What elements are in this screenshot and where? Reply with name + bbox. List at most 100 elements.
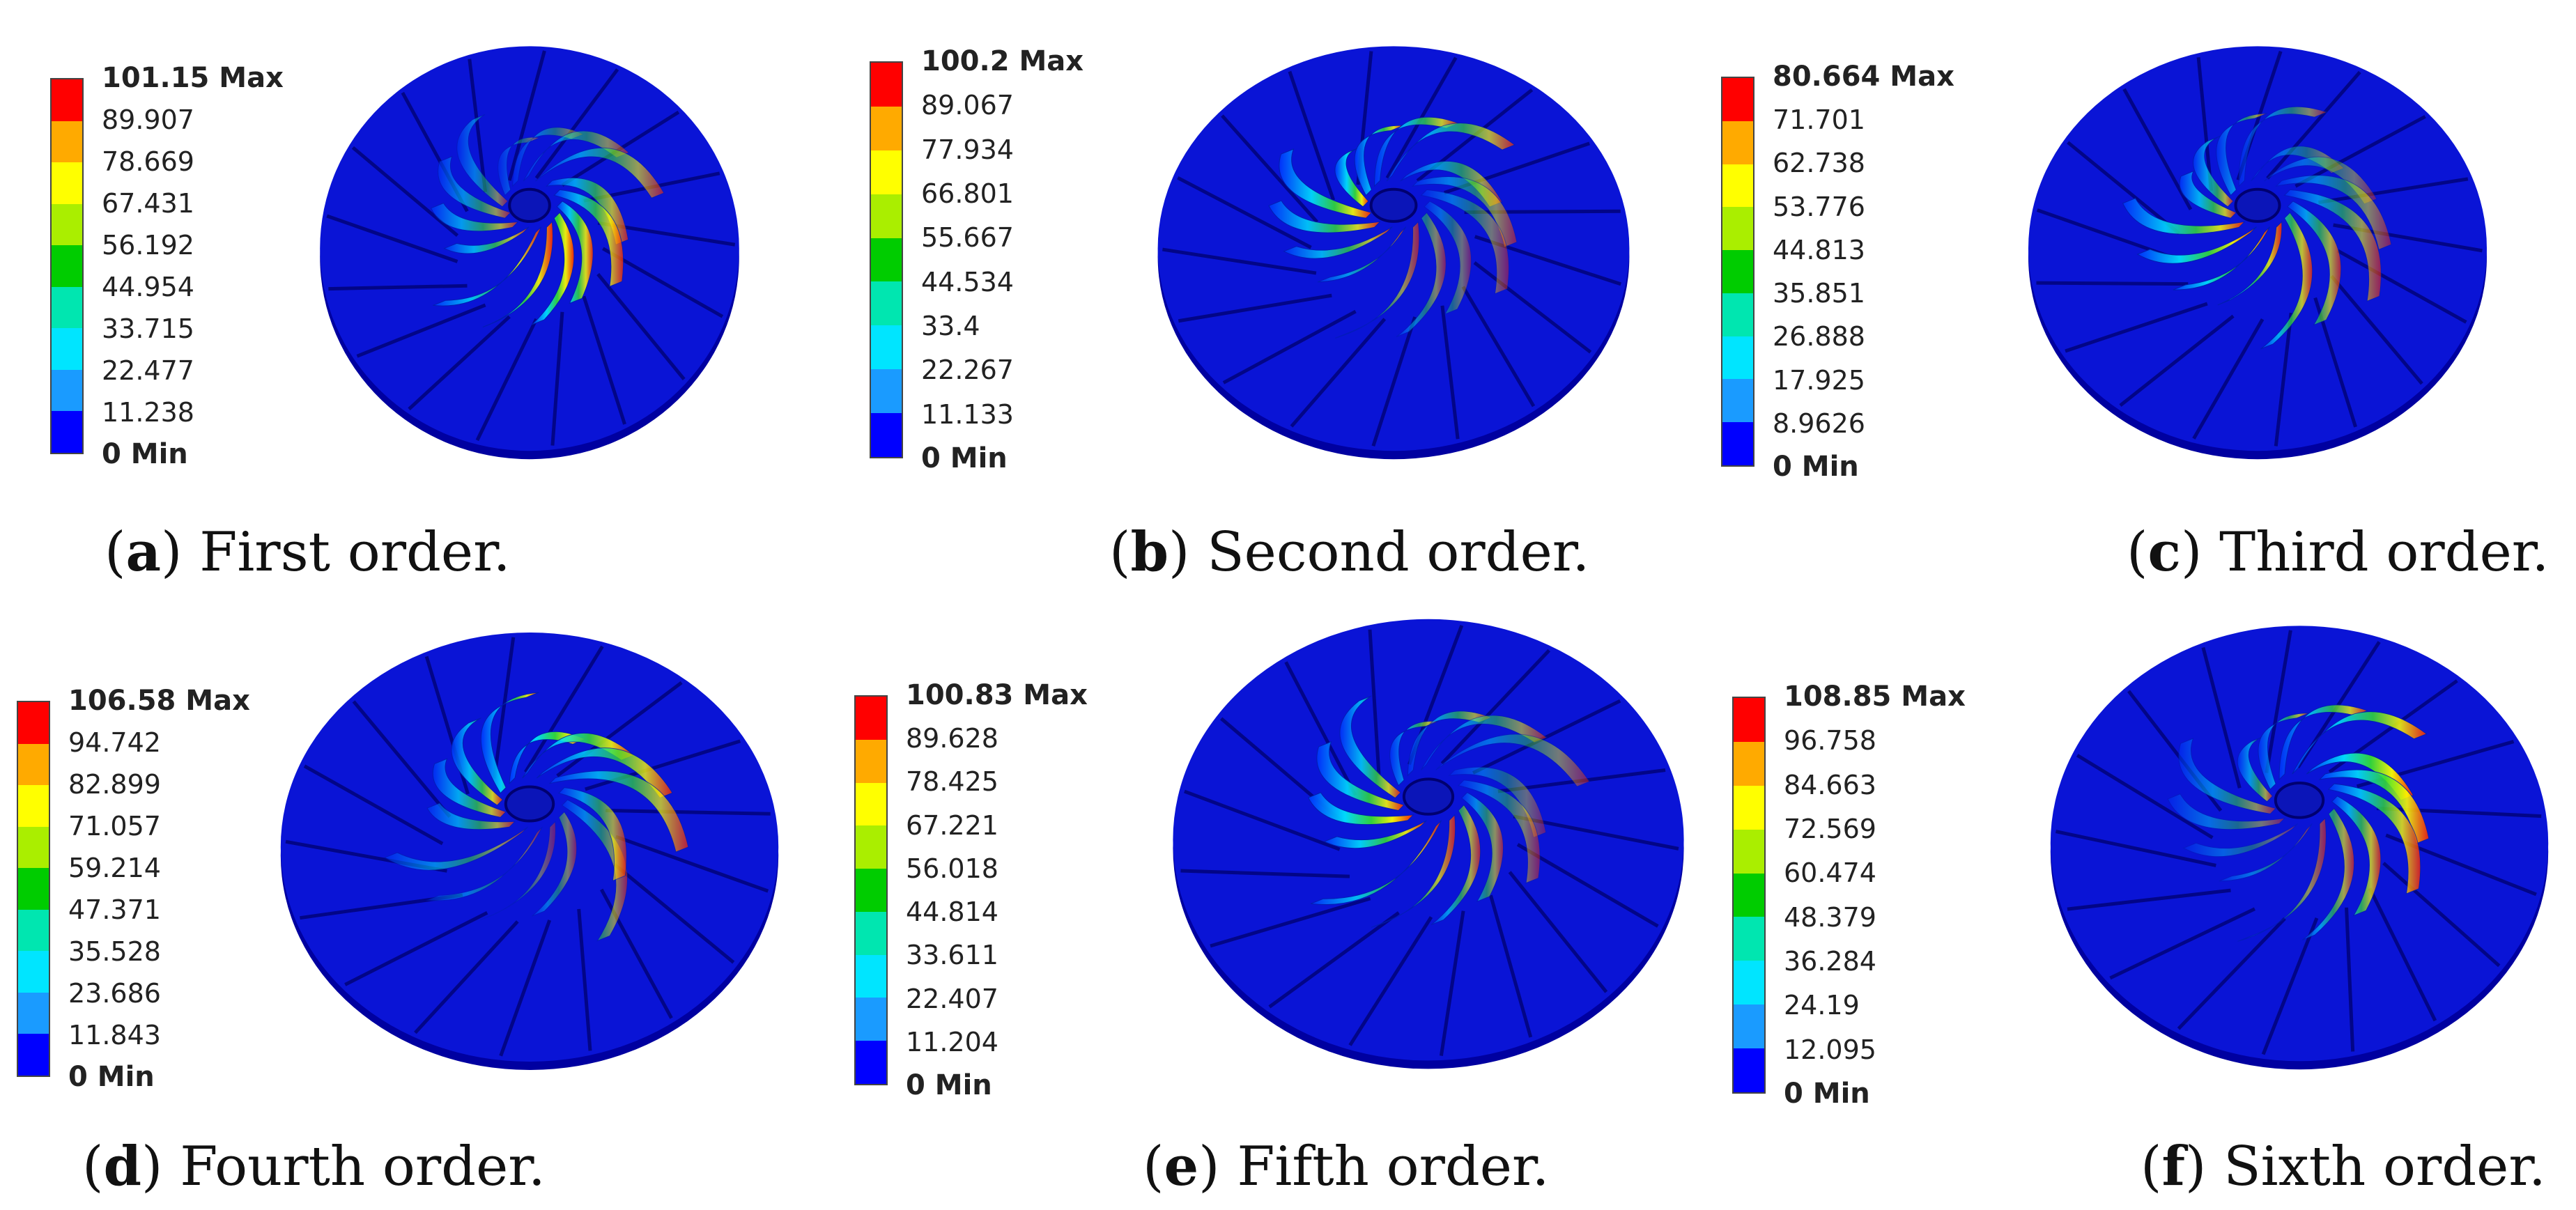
impeller-vane-shadow [2336, 249, 2467, 324]
color-bar [17, 701, 50, 1077]
impeller-vane-shadow [2201, 646, 2242, 789]
legend-min: 0 Min [1773, 451, 1859, 483]
impeller-blade [482, 221, 553, 328]
color-bar-segment [871, 150, 902, 194]
impeller-blade [2217, 221, 2283, 306]
legend-value: 53.776 [1773, 192, 1865, 222]
impeller-hub [2234, 187, 2281, 223]
impeller-vane-shadow [2067, 888, 2231, 911]
impeller-vane-shadow [550, 311, 564, 446]
impeller-vane-shadow [492, 637, 516, 779]
impeller-image [2028, 46, 2487, 460]
legend-max: 106.58 Max [68, 685, 250, 717]
color-bar-segment [1734, 698, 1764, 742]
legend-value: 66.801 [921, 178, 1014, 209]
impeller-blade [438, 155, 511, 219]
color-bar [50, 78, 84, 454]
impeller-vane-shadow [303, 764, 444, 846]
color-bar-segment [1734, 961, 1764, 1005]
legend-value: 8.9626 [1773, 408, 1865, 439]
legend-value: 89.067 [921, 90, 1014, 121]
color-bar-segment [856, 911, 886, 955]
color-bar-segment [856, 782, 886, 826]
impeller-blade [1424, 201, 1472, 316]
impeller-vane-shadow [1162, 247, 1317, 275]
impeller-blade [2292, 711, 2428, 775]
impeller-blade [2173, 226, 2270, 290]
impeller-disk [2050, 626, 2549, 1062]
impeller-hub [2274, 781, 2325, 819]
color-bar-segment [52, 286, 82, 329]
impeller-blade [426, 826, 543, 901]
impeller-vane-shadow [2036, 281, 2189, 286]
color-bar-segment [856, 954, 886, 998]
color-bar-segment [52, 162, 82, 204]
legend-value: 44.813 [1773, 235, 1865, 265]
impeller-blade [2278, 704, 2369, 781]
legend-value: 24.19 [1784, 990, 1860, 1021]
impeller-contour-c [2014, 28, 2501, 488]
color-bar-segment [52, 121, 82, 163]
impeller-disk [2028, 46, 2487, 451]
legend-min: 0 Min [68, 1061, 155, 1093]
impeller-vane-shadow [2295, 115, 2426, 188]
impeller-vane-shadow [1221, 114, 1319, 224]
impeller-vane-shadow [1177, 176, 1312, 249]
impeller-disk [1157, 46, 1630, 451]
impeller-vane-shadow [408, 315, 511, 411]
color-bar-segment [18, 702, 49, 744]
impeller-vane-shadow [2265, 630, 2292, 773]
impeller-hub [504, 785, 555, 823]
color-bar-segment [1734, 873, 1764, 917]
caption-letter: f [2161, 1135, 2185, 1198]
color-bar-segment [856, 998, 886, 1041]
legend-value: 44.814 [906, 897, 998, 927]
impeller-vane-shadow [2345, 907, 2355, 1052]
legend-value: 33.4 [921, 311, 980, 341]
impeller-vane-shadow [1222, 309, 1357, 385]
color-bar [1732, 697, 1766, 1094]
legend-value: 33.715 [102, 313, 194, 344]
impeller-vane-shadow [507, 50, 546, 181]
color-bar-segment [856, 1041, 886, 1084]
caption-letter: e [1164, 1135, 1199, 1198]
caption-text: Third order. [2219, 521, 2550, 584]
impeller-blade [2167, 793, 2286, 830]
impeller-blade [1316, 740, 1405, 812]
impeller-vane-shadow [1439, 910, 1465, 1057]
impeller-vane-shadow [1473, 261, 1592, 354]
color-bar-segment [18, 951, 49, 993]
impeller-hub [508, 187, 551, 223]
color-bar-segment [18, 743, 49, 786]
color-bar-segment [856, 697, 886, 740]
legend-value: 11.238 [102, 397, 194, 428]
impeller-vane-shadow [524, 645, 604, 773]
color-bar-segment [1722, 121, 1753, 164]
impeller-blade [443, 226, 530, 254]
impeller-blade [1435, 734, 1591, 787]
impeller-vane-shadow [2065, 302, 2208, 353]
color-bar-segment [871, 63, 902, 107]
impeller-blade [2318, 769, 2430, 844]
impeller-vane-shadow [2261, 917, 2319, 1055]
impeller-vane-shadow [2318, 177, 2469, 205]
impeller-blade [2182, 823, 2299, 858]
impeller-vane-shadow [615, 835, 769, 893]
legend-max: 80.664 Max [1773, 61, 1954, 93]
impeller-blade [2216, 113, 2268, 196]
legend-min: 0 Min [906, 1069, 992, 1101]
legend-value: 26.888 [1773, 321, 1865, 352]
impeller-blade [2179, 170, 2237, 219]
color-bar-segment [52, 411, 82, 453]
color-bar-segment [1722, 250, 1753, 293]
impeller-blade [1396, 212, 1447, 338]
impeller-vane-shadow [326, 214, 458, 263]
legend-value: 77.934 [921, 134, 1014, 165]
legend-value: 89.907 [102, 104, 194, 135]
legend-value: 78.669 [102, 146, 194, 177]
color-bar-segment [856, 739, 886, 783]
color-bar-segment [18, 1034, 49, 1076]
color-bar-segment [1722, 336, 1753, 380]
caption-text: Second order. [1207, 521, 1590, 584]
